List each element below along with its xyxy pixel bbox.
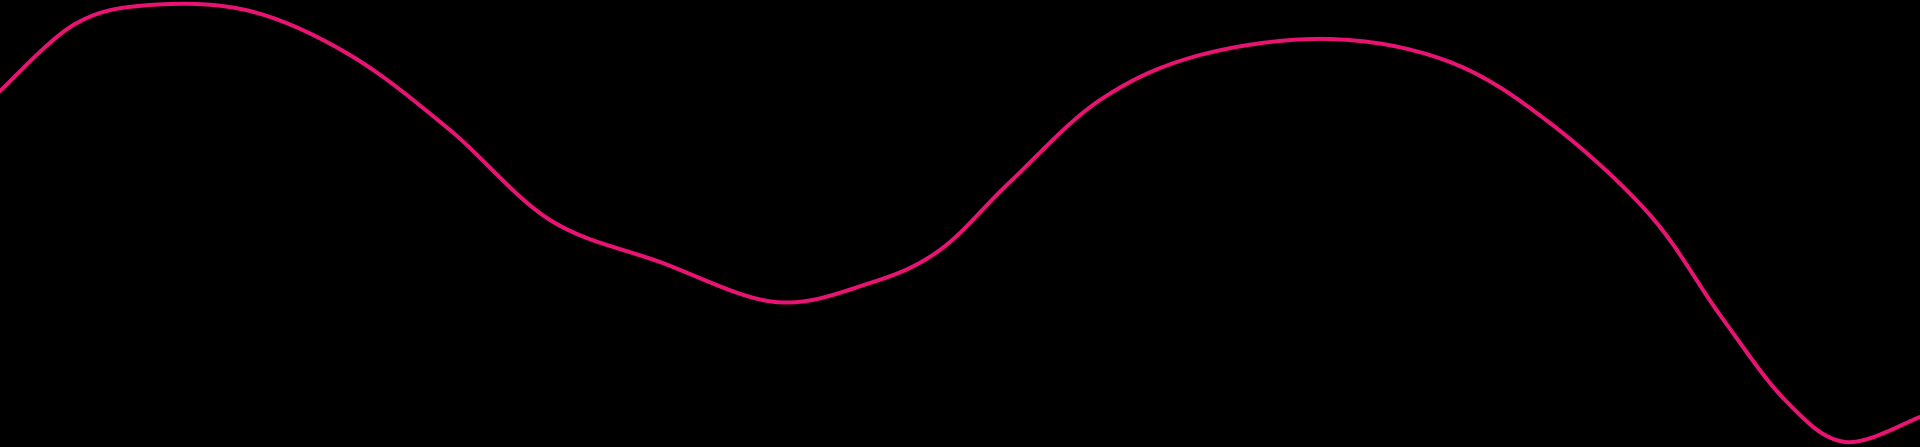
curve-canvas bbox=[0, 1, 1920, 445]
wave-line bbox=[0, 1, 1920, 445]
wave-curve-svg bbox=[0, 1, 1920, 445]
